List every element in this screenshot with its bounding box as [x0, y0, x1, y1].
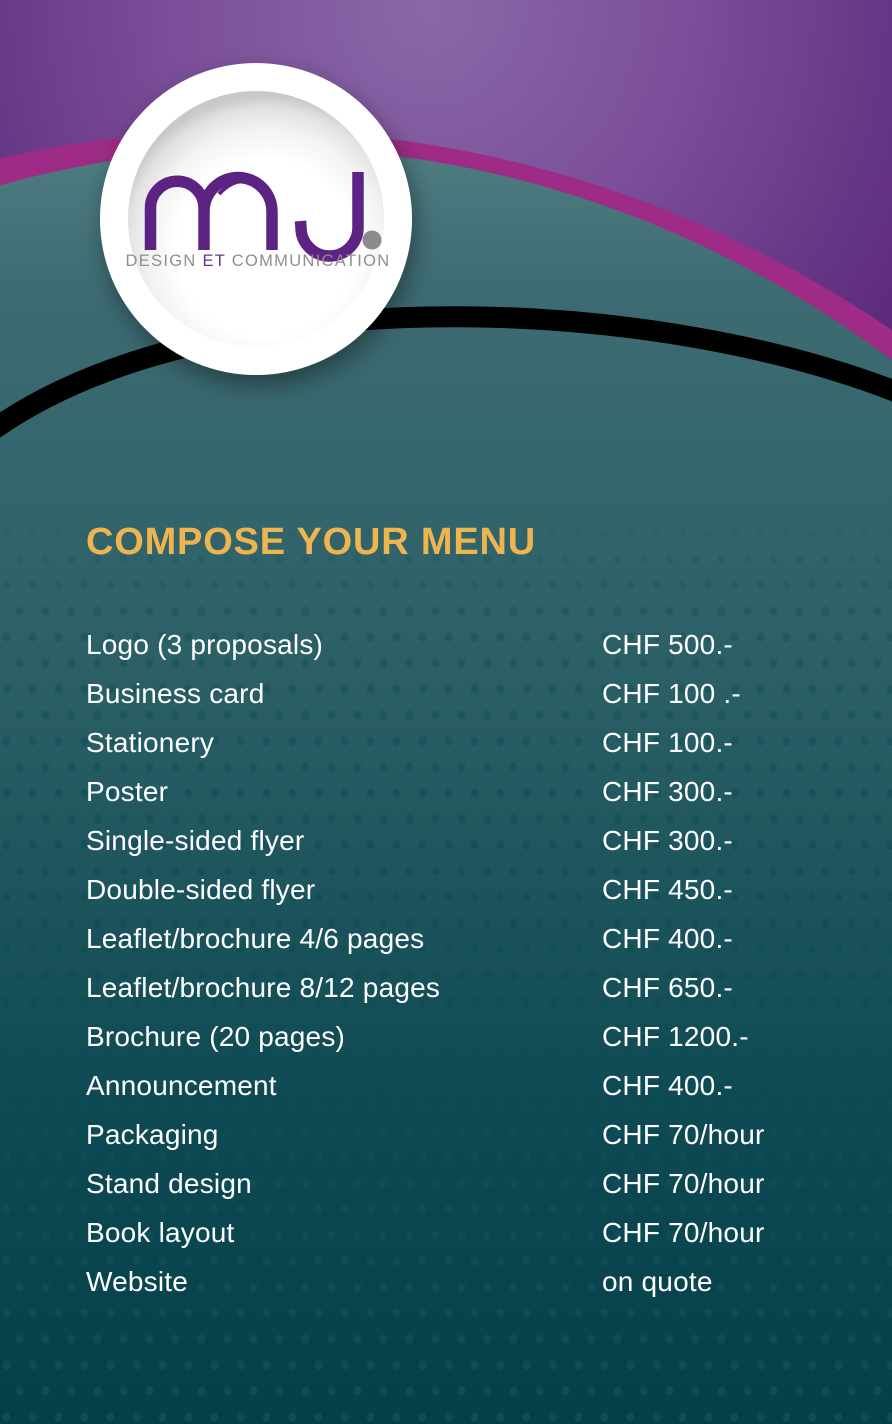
- service-price: CHF 70/hour: [602, 1167, 765, 1199]
- service-price: on quote: [602, 1265, 713, 1297]
- service-name: Brochure (20 pages): [86, 1020, 346, 1052]
- service-price: CHF 70/hour: [602, 1216, 765, 1248]
- price-row: Stand design CHF 70/hour: [86, 1159, 862, 1208]
- service-name: Business card: [86, 677, 265, 709]
- service-price: CHF 500.-: [602, 628, 733, 660]
- service-price: CHF 400.-: [602, 1069, 733, 1101]
- service-name: Leaflet/brochure 8/12 pages: [86, 971, 441, 1003]
- dot-pattern: [0, 490, 892, 1424]
- price-row: Packaging CHF 70/hour: [86, 1110, 862, 1159]
- service-name: Website: [86, 1265, 189, 1297]
- black-swoosh: [0, 306, 892, 438]
- service-price: CHF 100.-: [602, 726, 733, 758]
- service-price: CHF 450.-: [602, 873, 733, 905]
- service-price: CHF 650.-: [602, 971, 733, 1003]
- price-row: Logo (3 proposals) CHF 500.-: [86, 620, 862, 669]
- service-price: CHF 300.-: [602, 775, 733, 807]
- price-row: Announcement CHF 400.-: [86, 1061, 862, 1110]
- price-row: Double-sided flyer CHF 450.-: [86, 865, 862, 914]
- price-row: Brochure (20 pages) CHF 1200.-: [86, 1012, 862, 1061]
- service-name: Logo (3 proposals): [86, 628, 324, 660]
- price-row: Single-sided flyer CHF 300.-: [86, 816, 862, 865]
- tagline-et: ET: [203, 252, 232, 270]
- page-title: COMPOSE YOUR MENU: [86, 521, 536, 563]
- service-price: CHF 100 .-: [602, 677, 741, 709]
- price-row: Leaflet/brochure 4/6 pages CHF 400.-: [86, 914, 862, 963]
- mj-logo-icon: [144, 171, 382, 262]
- price-row: Poster CHF 300.-: [86, 767, 862, 816]
- price-row: Book layout CHF 70/hour: [86, 1208, 862, 1257]
- service-price: CHF 70/hour: [602, 1118, 765, 1150]
- logo-period-dot: [362, 230, 382, 250]
- service-name: Single-sided flyer: [86, 824, 305, 856]
- service-price: CHF 400.-: [602, 922, 733, 954]
- service-name: Stationery: [86, 726, 215, 758]
- price-list: Logo (3 proposals) CHF 500.- Business ca…: [86, 620, 862, 1306]
- price-row: Business card CHF 100 .-: [86, 669, 862, 718]
- logo-inner-disc: [128, 91, 384, 347]
- service-name: Stand design: [86, 1167, 252, 1199]
- service-name: Packaging: [86, 1118, 219, 1150]
- service-price: CHF 1200.-: [602, 1020, 749, 1052]
- tagline-communication: COMMUNICATION: [232, 252, 391, 270]
- price-row: Website on quote: [86, 1257, 862, 1306]
- tagline-design: DESIGN: [126, 252, 197, 270]
- service-price: CHF 300.-: [602, 824, 733, 856]
- service-name: Poster: [86, 775, 169, 807]
- brand-logo: DESIGN ET COMMUNICATION: [100, 63, 412, 375]
- brand-tagline: DESIGN ET COMMUNICATION: [126, 252, 391, 270]
- service-name: Announcement: [86, 1069, 277, 1101]
- service-name: Double-sided flyer: [86, 873, 316, 905]
- price-row: Leaflet/brochure 8/12 pages CHF 650.-: [86, 963, 862, 1012]
- service-name: Book layout: [86, 1216, 235, 1248]
- price-row: Stationery CHF 100.-: [86, 718, 862, 767]
- service-name: Leaflet/brochure 4/6 pages: [86, 922, 425, 954]
